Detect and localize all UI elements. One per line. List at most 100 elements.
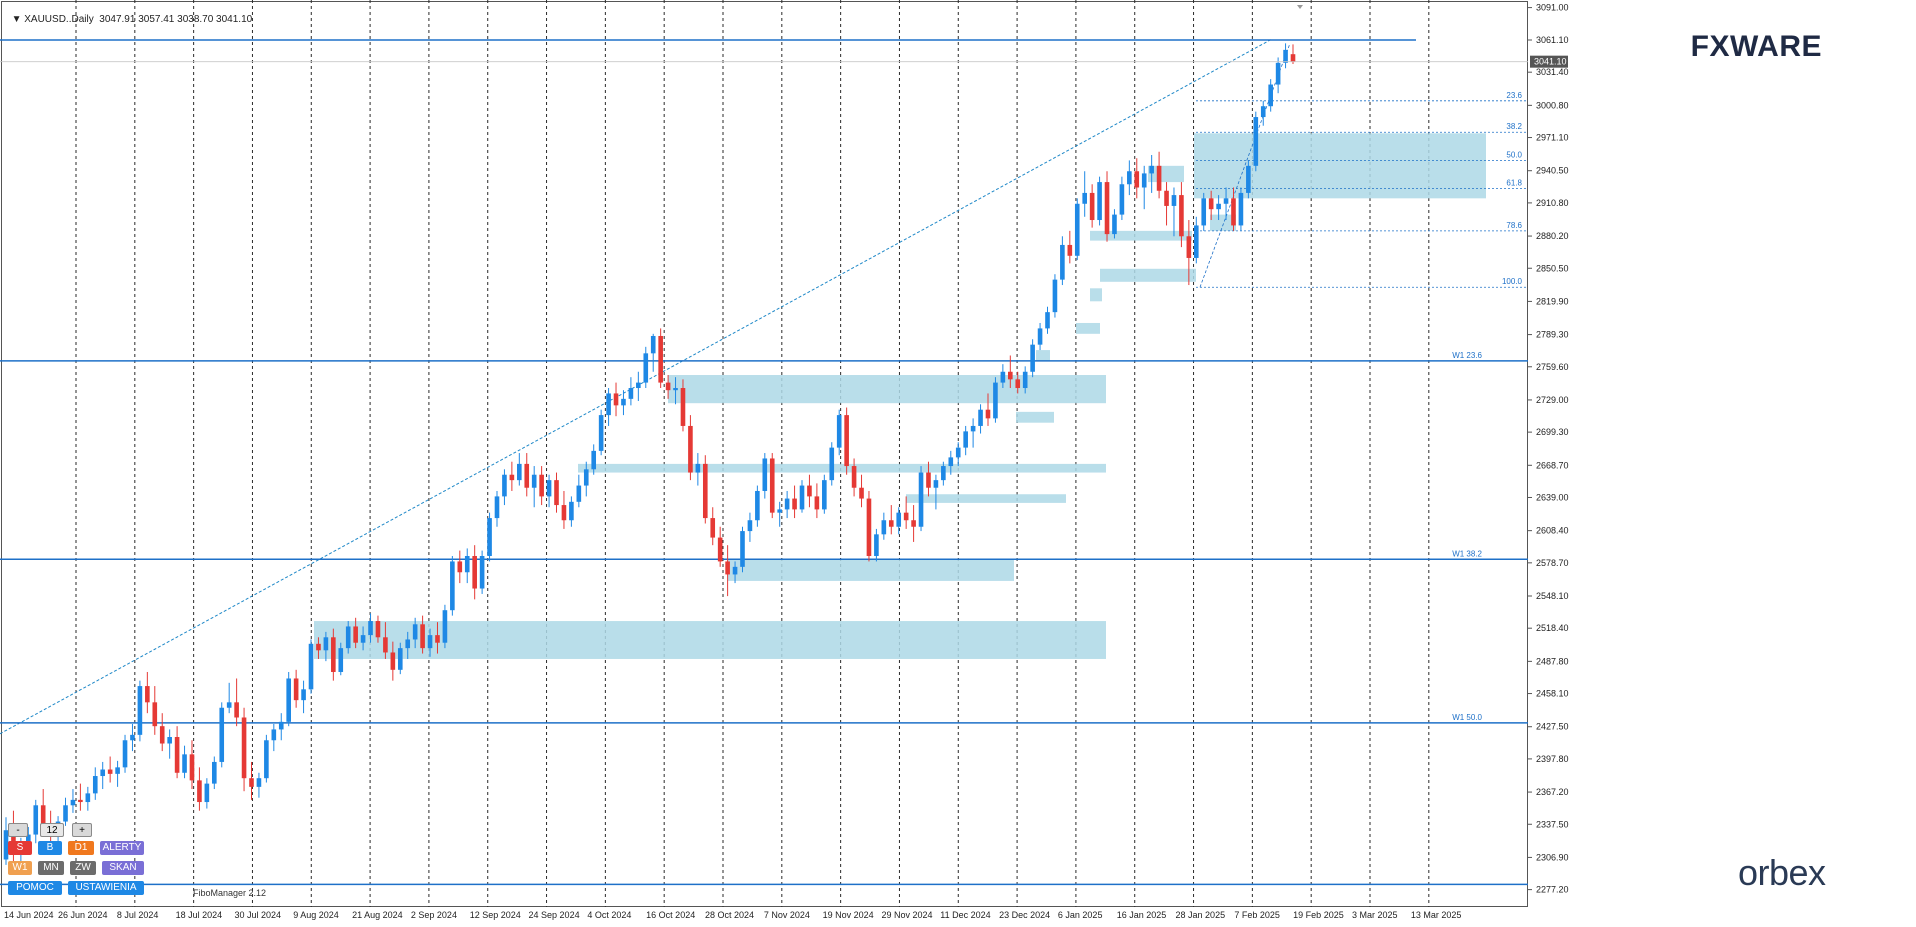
price-tick-label: 2789.30 xyxy=(1536,330,1569,340)
bearish-candle xyxy=(851,466,857,488)
dropdown-triangle-icon[interactable]: ▼ xyxy=(11,14,25,25)
support-resistance-zone xyxy=(1036,350,1050,361)
bearish-candle xyxy=(234,702,239,718)
bullish-candle xyxy=(345,626,351,649)
bearish-candle xyxy=(40,805,46,824)
bullish-candle xyxy=(1052,279,1058,313)
price-tick-label: 2850.50 xyxy=(1536,263,1569,273)
bullish-candle xyxy=(1238,192,1244,226)
minus-button[interactable]: - xyxy=(8,823,28,837)
bearish-candle xyxy=(293,678,299,701)
bearish-candle xyxy=(613,393,619,406)
bullish-candle xyxy=(115,767,120,774)
bearish-candle xyxy=(911,520,916,527)
bullish-candle xyxy=(286,678,291,722)
price-tick-label: 2971.10 xyxy=(1536,133,1569,143)
date-tick-label: 21 Aug 2024 xyxy=(352,910,403,920)
bullish-candle xyxy=(576,485,582,502)
bullish-candle xyxy=(100,769,106,777)
bearish-candle xyxy=(807,485,812,497)
bullish-candle xyxy=(1171,195,1177,206)
bullish-candle xyxy=(1223,198,1229,204)
date-tick-label: 11 Dec 2024 xyxy=(940,910,990,920)
date-tick-label: 18 Jul 2024 xyxy=(176,910,223,920)
bearish-candle xyxy=(457,561,463,573)
bearish-candle xyxy=(1067,244,1073,256)
buy-button[interactable]: B xyxy=(38,841,62,855)
fib-level-label: 100.0 xyxy=(1502,277,1523,286)
bearish-candle xyxy=(1134,171,1140,188)
bearish-candle xyxy=(859,487,864,499)
bullish-candle xyxy=(3,830,9,860)
date-tick-label: 7 Feb 2025 xyxy=(1234,910,1280,920)
sell-button[interactable]: S xyxy=(8,841,32,855)
bearish-candle xyxy=(189,754,195,781)
bullish-candle xyxy=(1127,171,1132,185)
bullish-candle xyxy=(1149,165,1154,174)
date-tick-label: 9 Aug 2024 xyxy=(293,910,339,920)
symbol-label: XAUUSD..Daily xyxy=(24,14,94,25)
bullish-candle xyxy=(412,624,418,640)
bearish-candle xyxy=(792,498,797,510)
bearish-candle xyxy=(554,480,559,506)
bullish-candle xyxy=(338,648,344,672)
bullish-candle xyxy=(1045,312,1050,329)
bullish-candle xyxy=(70,799,76,806)
bullish-candle xyxy=(405,639,411,649)
settings-button[interactable]: USTAWIENIA xyxy=(68,881,144,895)
bullish-candle xyxy=(308,643,314,690)
bearish-candle xyxy=(926,472,931,488)
date-tick-label: 2 Sep 2024 xyxy=(411,910,457,920)
support-resistance-zone xyxy=(1100,268,1196,282)
mn-button[interactable]: MN xyxy=(38,861,64,875)
bullish-candle xyxy=(264,740,269,779)
ohlc-values: 3047.91 3057.41 3038.70 3041.10 xyxy=(99,14,253,25)
bearish-candle xyxy=(145,686,150,703)
bearish-candle xyxy=(1089,192,1095,221)
date-tick-label: 4 Oct 2024 xyxy=(587,910,631,920)
bearish-candle xyxy=(985,409,991,419)
bullish-candle xyxy=(442,610,448,643)
trendline xyxy=(0,38,1273,735)
bearish-candle xyxy=(1164,190,1169,206)
alerts-button[interactable]: ALERTY xyxy=(100,841,144,855)
fib-level-label: 61.8 xyxy=(1506,179,1522,188)
bearish-candle xyxy=(159,726,165,744)
scan-button[interactable]: SKAN xyxy=(102,861,144,875)
bearish-candle xyxy=(688,425,693,473)
bearish-candle xyxy=(197,780,202,803)
bearish-candle xyxy=(1290,54,1296,62)
bearish-candle xyxy=(866,498,872,557)
price-tick-label: 2578.70 xyxy=(1536,558,1569,568)
date-tick-label: 14 Jun 2024 xyxy=(4,910,54,920)
w1-button[interactable]: W1 xyxy=(8,861,32,875)
bullish-candle xyxy=(487,518,492,557)
d1-button[interactable]: D1 xyxy=(68,841,94,855)
plus-button[interactable]: + xyxy=(72,823,92,837)
level-label: W1 38.2 xyxy=(1452,549,1482,558)
price-tick-label: 2277.20 xyxy=(1536,885,1569,895)
bearish-candle xyxy=(1104,182,1110,235)
bearish-candle xyxy=(725,561,730,575)
date-tick-label: 8 Jul 2024 xyxy=(117,910,159,920)
bearish-candle xyxy=(524,463,530,488)
date-tick-label: 26 Jun 2024 xyxy=(58,910,108,920)
help-button[interactable]: POMOC xyxy=(8,881,62,895)
date-tick-label: 7 Nov 2024 xyxy=(764,910,810,920)
fib-anchor-line xyxy=(1199,43,1291,288)
date-tick-label: 3 Mar 2025 xyxy=(1352,910,1398,920)
zw-button[interactable]: ZW xyxy=(70,861,96,875)
bullish-candle xyxy=(948,457,954,467)
period-input[interactable]: 12 xyxy=(40,823,64,837)
price-tick-label: 2367.20 xyxy=(1536,787,1569,797)
bearish-candle xyxy=(174,737,180,773)
support-resistance-zone xyxy=(1210,214,1236,231)
date-tick-label: 16 Oct 2024 xyxy=(646,910,695,920)
price-tick-label: 2729.00 xyxy=(1536,395,1569,405)
bullish-candle xyxy=(896,512,902,527)
bullish-candle xyxy=(747,520,753,532)
bullish-candle xyxy=(762,458,768,491)
bearish-candle xyxy=(1231,198,1236,226)
